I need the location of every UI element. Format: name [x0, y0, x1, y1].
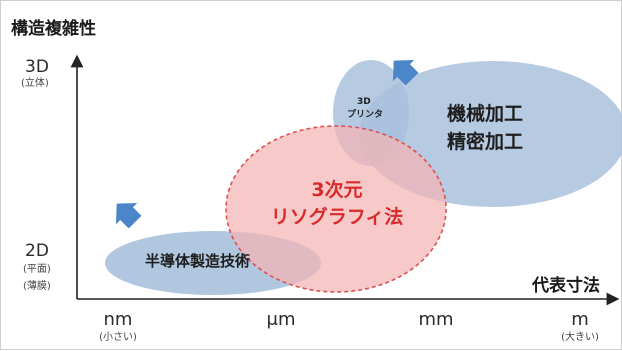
machining-label-line2: 精密加工 [447, 131, 524, 153]
machining-label-line1: 機械加工 [447, 103, 524, 125]
printer-label-line2: プリンタ [347, 110, 384, 120]
x-tick-m-sub: (大きい) [561, 332, 599, 343]
y-bottom-sub-2: (薄膜) [23, 281, 51, 292]
y-bottom-label: 2D [25, 241, 49, 261]
y-axis-title: 構造複雑性 [11, 19, 96, 39]
x-tick-nm-sub: (小さい) [99, 332, 137, 343]
lithography-label-line2: リソグラフィ法 [270, 206, 404, 228]
x-tick-m: m [571, 309, 589, 330]
y-bottom-sub-1: (平面) [23, 264, 51, 275]
x-tick-um: μm [266, 309, 296, 330]
lithography-label-line1: 3次元 [311, 179, 363, 201]
x-axis-title: 代表寸法 [532, 276, 600, 296]
printer-label-line1: 3D [357, 97, 371, 107]
y-top-sub: (立体) [21, 78, 49, 89]
y-top-label: 3D [25, 57, 49, 77]
semiconductor-label: 半導体製造技術 [145, 252, 251, 270]
x-tick-nm: nm [103, 309, 133, 330]
x-tick-mm: mm [418, 309, 454, 330]
lithography-region [225, 125, 447, 293]
arrow-up-left-icon [115, 202, 142, 229]
